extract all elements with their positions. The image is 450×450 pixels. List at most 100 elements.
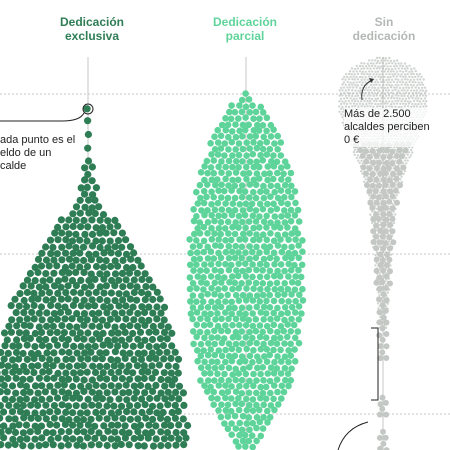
data-point <box>189 280 197 287</box>
data-point <box>370 75 374 79</box>
data-point <box>353 148 357 152</box>
data-point <box>142 414 150 422</box>
data-point <box>111 374 119 382</box>
data-point <box>386 65 389 68</box>
data-point <box>389 228 396 235</box>
data-point <box>197 279 205 286</box>
data-point <box>257 394 264 402</box>
data-point <box>359 152 366 159</box>
data-point <box>379 233 386 240</box>
data-point <box>250 139 257 146</box>
data-point <box>263 236 271 244</box>
data-point <box>270 175 277 183</box>
data-point <box>373 267 380 274</box>
data-point <box>62 223 70 231</box>
data-point <box>370 159 377 166</box>
data-point <box>126 295 134 303</box>
data-point <box>371 86 374 89</box>
data-point <box>239 145 247 153</box>
data-point <box>141 389 149 397</box>
data-point <box>163 348 171 356</box>
data-point <box>259 145 267 153</box>
data-point <box>250 236 257 244</box>
data-point <box>380 221 387 228</box>
data-point <box>145 276 153 284</box>
data-point <box>80 310 88 318</box>
data-point <box>406 67 409 70</box>
data-point <box>239 218 246 226</box>
data-point <box>83 368 91 376</box>
data-point <box>95 203 103 211</box>
data-point <box>369 88 372 92</box>
data-point <box>349 81 352 84</box>
data-point <box>130 408 138 416</box>
data-point <box>221 370 228 378</box>
data-point <box>285 358 292 366</box>
data-point <box>43 349 51 357</box>
data-point <box>156 295 164 303</box>
data-point <box>384 89 388 92</box>
data-point <box>403 73 407 76</box>
data-point <box>344 105 348 108</box>
data-point <box>39 277 47 285</box>
data-point <box>81 203 89 211</box>
data-point <box>409 89 413 92</box>
data-point <box>54 236 62 244</box>
data-point <box>374 81 377 84</box>
data-point <box>274 353 281 360</box>
data-point <box>138 288 146 297</box>
data-point <box>201 211 208 219</box>
data-point <box>115 290 123 298</box>
data-point <box>410 148 413 152</box>
data-point <box>175 435 183 443</box>
data-point <box>8 316 16 324</box>
data-point <box>231 352 239 360</box>
data-point <box>205 364 212 371</box>
data-point <box>211 377 218 384</box>
data-point <box>378 83 381 87</box>
data-point <box>383 102 387 105</box>
data-point <box>383 147 390 154</box>
data-point <box>160 303 169 311</box>
data-point <box>257 309 265 316</box>
data-point <box>383 331 390 337</box>
data-point <box>411 70 414 73</box>
data-point <box>341 110 344 113</box>
column-title-exclusive-line2: exclusiva <box>64 29 120 43</box>
data-point <box>1 395 9 403</box>
data-point <box>130 422 139 430</box>
data-point <box>263 248 271 256</box>
data-point <box>91 315 99 324</box>
data-point <box>122 381 130 389</box>
data-point <box>281 304 289 311</box>
data-point <box>252 254 260 262</box>
data-point <box>420 102 423 106</box>
data-point <box>54 434 62 442</box>
data-point <box>228 345 236 353</box>
data-point <box>208 334 215 341</box>
data-point <box>130 316 138 324</box>
data-point <box>242 200 250 208</box>
data-point <box>53 250 61 258</box>
data-point <box>20 362 28 370</box>
data-point <box>288 291 295 298</box>
data-point <box>395 64 398 68</box>
data-point <box>264 419 271 426</box>
data-point <box>76 236 84 244</box>
data-point <box>412 99 416 103</box>
data-point <box>35 323 43 331</box>
data-point <box>157 375 165 384</box>
data-point <box>382 434 389 441</box>
data-point <box>84 302 92 310</box>
data-point <box>49 441 57 449</box>
data-point <box>232 425 240 432</box>
data-point <box>211 327 218 335</box>
data-point <box>161 395 169 403</box>
data-point <box>50 349 58 357</box>
data-point <box>208 224 215 232</box>
data-point <box>108 329 116 337</box>
data-point <box>232 291 240 299</box>
data-point <box>403 67 406 70</box>
data-point <box>377 401 384 408</box>
data-point <box>81 283 89 291</box>
